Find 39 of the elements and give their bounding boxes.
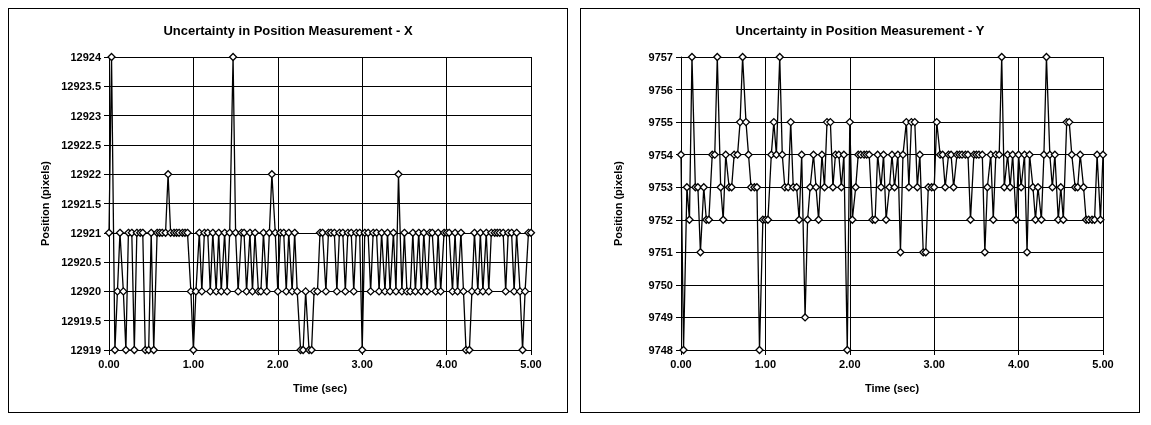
y-tick-label: 9751: [648, 246, 673, 259]
y-tick-label: 9755: [648, 116, 673, 129]
y-tick-label: 12924: [70, 51, 102, 63]
y-tick-label: 9752: [648, 213, 673, 226]
x-axis-title: Time (sec): [292, 381, 348, 394]
chart-title: Uncertainty in Position Measurement - X: [163, 23, 413, 38]
y-tick-label: 12920: [70, 285, 101, 298]
x-tick-label: 5.00: [520, 357, 542, 370]
y-tick-label: 9754: [648, 148, 674, 161]
y-tick-label: 9748: [648, 344, 673, 356]
y-tick-label: 12922: [70, 168, 101, 181]
x-tick-label: 0.00: [98, 357, 120, 370]
y-tick-label: 12922.5: [61, 138, 101, 151]
y-tick-label: 9750: [648, 278, 673, 291]
y-tick-label: 12919: [70, 344, 101, 356]
y-tick-label: 9756: [648, 83, 673, 96]
y-tick-label: 12919.5: [61, 314, 101, 327]
x-tick-label: 4.00: [1007, 357, 1030, 370]
x-tick-label: 3.00: [923, 357, 945, 370]
x-tick-label: 5.00: [1092, 357, 1114, 370]
y-tick-label: 9757: [648, 51, 673, 63]
chart-title: Uncertainty in Position Measurement - Y: [735, 23, 985, 38]
x-tick-label: 2.00: [267, 357, 289, 370]
y-tick-label: 12920.5: [61, 256, 101, 269]
y-axis-title: Position (pixels): [38, 160, 51, 246]
y-tick-label: 12921: [70, 226, 101, 239]
x-axis-title: Time (sec): [864, 381, 920, 394]
y-axis-title: Position (pixels): [611, 160, 624, 246]
x-tick-label: 4.00: [435, 357, 458, 370]
x-tick-label: 1.00: [182, 357, 205, 370]
y-tick-label: 9753: [648, 181, 673, 194]
x-tick-label: 2.00: [839, 357, 861, 370]
x-tick-label: 1.00: [754, 357, 777, 370]
y-tick-label: 12923.5: [61, 80, 101, 93]
x-tick-label: 3.00: [351, 357, 373, 370]
y-tick-label: 12921.5: [61, 197, 101, 210]
y-tick-label: 12923: [70, 109, 101, 122]
x-tick-label: 0.00: [670, 357, 692, 370]
y-tick-label: 9749: [648, 311, 673, 324]
